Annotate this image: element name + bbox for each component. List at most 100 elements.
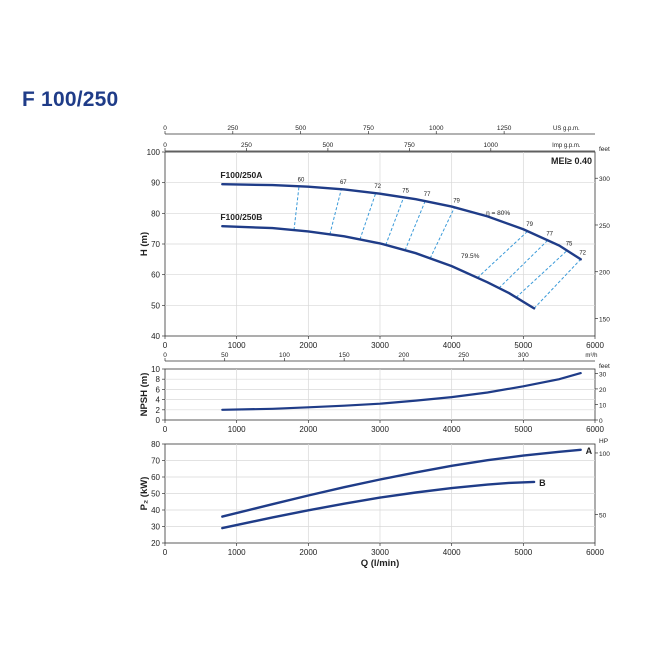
efficiency-line: [515, 250, 568, 298]
top-axis-m3h-tick-label: 300: [518, 352, 529, 359]
right-tick-label: 0: [599, 418, 603, 425]
right-tick-label: 20: [599, 387, 607, 394]
top-axis-m3h-tick-label: 100: [279, 352, 290, 359]
efficiency-label: 79: [453, 198, 460, 204]
x-tick-label: 5000: [514, 425, 532, 434]
y-tick-label: 80: [151, 440, 160, 449]
top-axis-m3h-tick-label: 150: [339, 352, 350, 359]
x-tick-label: 2000: [299, 341, 317, 350]
y-tick-label: 6: [156, 385, 161, 394]
series-label-b: F100/250B: [220, 212, 262, 222]
x-tick-label: 1000: [228, 548, 246, 557]
top-axis-m3h-tick-label: 0: [163, 352, 167, 359]
x-tick-label: 2000: [299, 548, 317, 557]
right-axis-unit: feet: [599, 146, 610, 153]
top-axis-impgpm-tick-label: 250: [241, 142, 252, 149]
top-axis-impgpm-tick-label: 1000: [484, 142, 499, 149]
x-tick-label: 5000: [514, 341, 532, 350]
top-axis-usgpm-unit: US g.p.m.: [553, 126, 580, 132]
right-tick-label: 250: [599, 223, 610, 230]
mei-badge: MEI≥ 0.40: [551, 156, 592, 166]
y-axis-label: H (m): [139, 232, 150, 256]
top-axis-usgpm-tick-label: 750: [363, 125, 374, 132]
right-axis-unit: HP: [599, 438, 608, 445]
top-axis-impgpm: 0 250 500 750 1000 Imp g.p.m.: [163, 142, 595, 152]
top-axis-usgpm-tick-label: 1000: [429, 125, 444, 132]
power-curve-a: [221, 448, 582, 518]
chart-power: 20 30 40 50 60 70 80 0 1000 2000 3000 4000 5000 6000 5…: [139, 438, 610, 569]
x-tick-label: 6000: [586, 341, 604, 350]
efficiency-annotation: η = 80%: [486, 210, 510, 217]
x-tick-label: 3000: [371, 548, 389, 557]
top-axis-impgpm-tick-label: 750: [404, 142, 415, 149]
y-tick-label: 90: [151, 179, 160, 188]
x-tick-label: 0: [163, 425, 168, 434]
efficiency-label: 60: [298, 177, 305, 183]
x-tick-label: 6000: [586, 425, 604, 434]
y-tick-label: 50: [151, 490, 160, 499]
right-tick-label: 100: [599, 451, 610, 458]
right-tick-label: 300: [599, 176, 610, 183]
top-axis-usgpm: 0 250 500 750 1000 1250 US g.p.m.: [163, 125, 595, 135]
y-tick-label: 40: [151, 506, 160, 515]
right-axis-unit: feet: [599, 363, 610, 370]
efficiency-label: 77: [546, 231, 553, 237]
top-axis-usgpm-tick-label: 1250: [497, 125, 512, 132]
right-tick-label: 150: [599, 316, 610, 323]
y-tick-label: 60: [151, 473, 160, 482]
x-tick-label: 0: [163, 548, 168, 557]
x-tick-label: 4000: [443, 425, 461, 434]
efficiency-line: [329, 189, 342, 235]
right-tick-label: 200: [599, 270, 610, 277]
x-axis-label: Q (l/min): [361, 558, 400, 569]
y-tick-label: 70: [151, 240, 160, 249]
y-tick-label: 8: [156, 375, 161, 384]
efficiency-label: 72: [579, 250, 586, 256]
y-tick-label: 40: [151, 332, 160, 341]
top-axis-m3h-unit: m³/h: [585, 353, 597, 359]
power-series-label-a: A: [586, 446, 593, 456]
x-tick-label: 2000: [299, 425, 317, 434]
y-tick-label: 100: [147, 148, 161, 157]
top-axis-usgpm-tick-label: 250: [227, 125, 238, 132]
x-tick-label: 1000: [228, 425, 246, 434]
y-tick-label: 80: [151, 209, 160, 218]
x-tick-label: 5000: [514, 548, 532, 557]
y-tick-label: 70: [151, 457, 160, 466]
right-tick-label: 30: [599, 371, 607, 378]
x-tick-label: 3000: [371, 341, 389, 350]
right-tick-label: 50: [599, 512, 607, 519]
efficiency-line: [385, 197, 405, 246]
head-curve-b: [221, 225, 536, 310]
efficiency-line: [429, 207, 455, 259]
y-axis-label: P₂ (kW): [139, 477, 150, 511]
top-axis-impgpm-unit: Imp g.p.m.: [552, 143, 581, 149]
x-tick-label: 4000: [443, 548, 461, 557]
y-tick-label: 60: [151, 271, 160, 280]
series-label-a: F100/250A: [220, 170, 262, 180]
efficiency-annotation: 79.5%: [461, 253, 480, 260]
x-tick-label: 0: [163, 341, 168, 350]
head-curve-a: [221, 183, 582, 261]
y-tick-label: 20: [151, 539, 160, 548]
y-tick-label: 10: [151, 365, 160, 374]
y-axis-label: NPSH (m): [139, 373, 150, 417]
efficiency-label: 77: [424, 192, 431, 198]
efficiency-line: [533, 258, 582, 309]
x-tick-label: 3000: [371, 425, 389, 434]
page-title: F 100/250: [22, 88, 119, 111]
efficiency-label: 75: [566, 242, 573, 248]
efficiency-line: [359, 193, 377, 240]
y-tick-label: 2: [156, 406, 161, 415]
top-axis-impgpm-tick-label: 500: [322, 142, 333, 149]
y-tick-label: 30: [151, 523, 160, 532]
top-axis-m3h: 0 50 100 150 200 250 300 m³/h: [163, 352, 597, 362]
top-axis-m3h-tick-label: 50: [221, 352, 229, 359]
efficiency-label: 72: [374, 184, 381, 190]
y-tick-label: 50: [151, 301, 160, 310]
top-axis-usgpm-tick-label: 500: [295, 125, 306, 132]
power-series-label-b: B: [539, 478, 546, 488]
top-axis-impgpm-tick-label: 0: [163, 142, 167, 149]
